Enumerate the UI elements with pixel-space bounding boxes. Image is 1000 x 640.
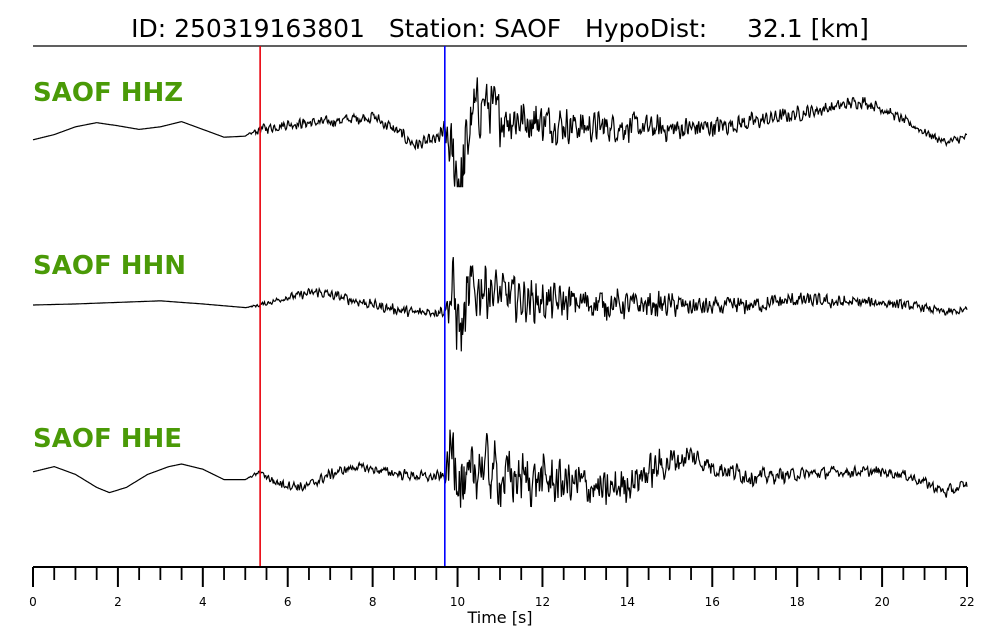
x-tick-label: 8 xyxy=(369,595,377,609)
traces-panel: SAOF HHZ SAOF HHN SAOF HHE xyxy=(32,77,968,508)
time-axis: 0 2 4 6 8 10 12 14 16 18 20 22 xyxy=(29,566,975,609)
channel-label-saof-hhz: SAOF HHZ xyxy=(33,78,183,108)
x-tick-label: 6 xyxy=(284,595,292,609)
x-tick-label: 12 xyxy=(535,595,550,609)
hypodist-unit: [km] xyxy=(811,14,869,43)
channel-label-saof-hhe: SAOF HHE xyxy=(33,424,182,454)
x-tick-label: 14 xyxy=(620,595,635,609)
hypodist-value: 32.1 xyxy=(747,14,803,43)
x-tick-label: 0 xyxy=(29,595,37,609)
x-tick-label: 20 xyxy=(874,595,889,609)
event-id: 250319163801 xyxy=(174,14,365,43)
x-tick-label: 2 xyxy=(114,595,122,609)
x-tick-label: 18 xyxy=(790,595,805,609)
x-tick-label: 10 xyxy=(450,595,465,609)
station-name: SAOF xyxy=(494,14,561,43)
figure-title: ID: 250319163801 Station: SAOF HypoDist:… xyxy=(131,14,869,43)
trace-saof-hhz xyxy=(32,77,968,188)
id-label: ID: xyxy=(131,14,166,43)
hypodist-label: HypoDist: xyxy=(585,14,707,43)
x-tick-label: 16 xyxy=(705,595,720,609)
station-label: Station: xyxy=(389,14,486,43)
x-axis-label: Time [s] xyxy=(466,608,532,627)
channel-label-saof-hhn: SAOF HHN xyxy=(33,251,186,281)
trace-saof-hhn xyxy=(33,257,968,352)
x-tick-label: 4 xyxy=(199,595,207,609)
phase-markers xyxy=(259,46,446,567)
x-tick-label: 22 xyxy=(959,595,974,609)
trace-saof-hhe xyxy=(32,429,968,508)
